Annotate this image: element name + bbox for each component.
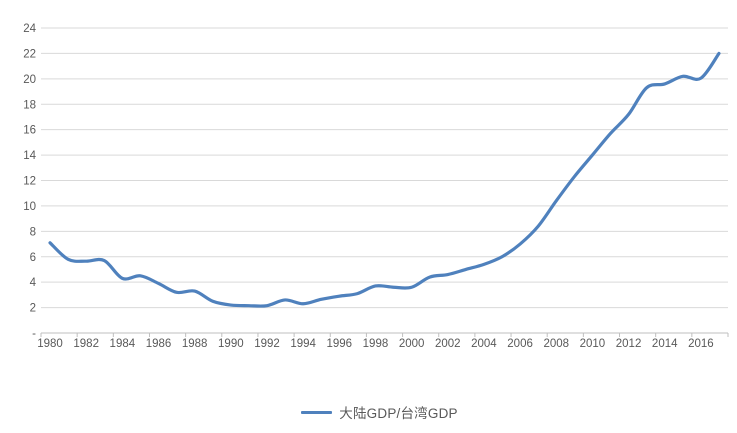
x-tick-label: 2002	[435, 338, 461, 350]
x-tick-label: 1994	[290, 338, 316, 350]
y-tick-label: 14	[23, 150, 36, 162]
legend-series-label: 大陆GDP/台湾GDP	[339, 406, 458, 421]
x-tick-label: 2012	[616, 338, 642, 350]
x-tick-label: 1998	[363, 338, 389, 350]
y-tick-label: 18	[23, 99, 36, 111]
x-tick-label: 1990	[218, 338, 244, 350]
x-tick-label: 2016	[688, 338, 714, 350]
x-tick-label: 2006	[507, 338, 533, 350]
y-tick-label: 2	[30, 303, 36, 315]
x-tick-label: 2004	[471, 338, 497, 350]
y-tick-label: 16	[23, 125, 36, 137]
x-tick-label: 1986	[146, 338, 172, 350]
y-tick-label: 24	[23, 23, 36, 35]
y-tick-label: -	[32, 328, 36, 340]
legend-line-swatch	[301, 410, 333, 414]
gdp-ratio-series-line	[48, 51, 721, 308]
x-tick-label: 2014	[652, 338, 678, 350]
y-tick-label: 10	[23, 201, 36, 213]
y-tick-label: 4	[30, 277, 37, 289]
x-tick-label: 1996	[327, 338, 353, 350]
x-tick-label: 2000	[399, 338, 425, 350]
y-tick-label: 22	[23, 48, 36, 60]
x-tick-label: 1988	[182, 338, 208, 350]
chart-legend: 大陆GDP/台湾GDP	[0, 402, 737, 422]
x-tick-label: 2010	[580, 338, 606, 350]
x-tick-label: 1982	[73, 338, 99, 350]
y-tick-label: 8	[30, 226, 36, 238]
y-tick-label: 20	[23, 74, 36, 86]
x-tick-label: 1984	[110, 338, 136, 350]
x-tick-label: 1992	[254, 338, 280, 350]
x-tick-label: 1980	[37, 338, 63, 350]
y-tick-label: 6	[30, 252, 36, 264]
y-tick-label: 12	[23, 176, 36, 188]
x-tick-label: 2008	[543, 338, 569, 350]
